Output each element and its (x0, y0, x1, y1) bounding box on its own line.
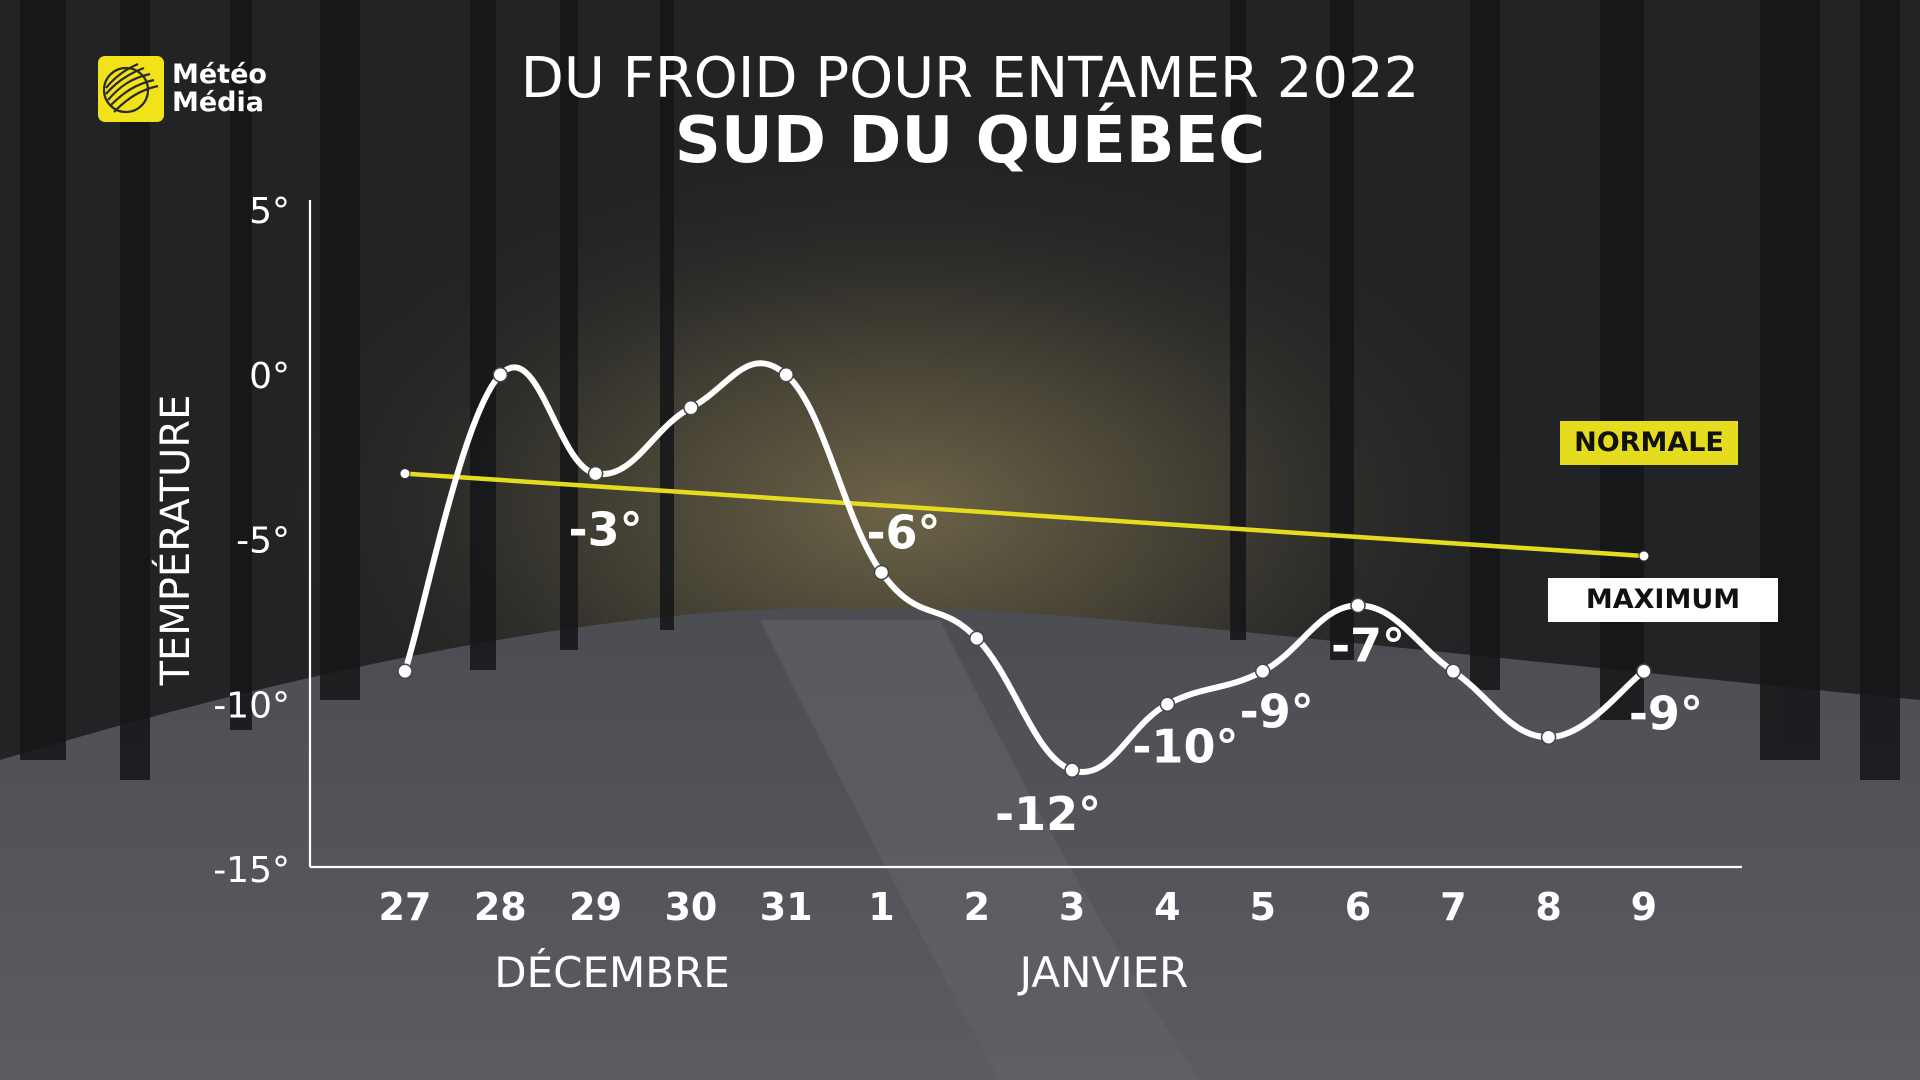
data-label: -9° (1240, 684, 1314, 738)
data-label: -6° (866, 505, 940, 559)
x-tick-labels: 27 28 29 30 31 1 2 3 4 5 6 7 8 9 (379, 885, 1658, 929)
y-tick-label: 0° (249, 356, 290, 397)
maximum-point (1540, 729, 1557, 745)
data-label: -3° (569, 503, 643, 557)
chart-axes (308, 200, 1742, 869)
x-tick-label: 5 (1249, 885, 1275, 929)
x-tick-label: 7 (1440, 885, 1466, 929)
data-label: -7° (1331, 618, 1405, 672)
y-axis-label: TEMPÉRATURE (153, 394, 199, 686)
x-tick-label: 2 (964, 885, 990, 929)
data-label: -9° (1629, 686, 1703, 740)
x-tick-label: 31 (760, 885, 813, 929)
data-label: -12° (995, 787, 1101, 841)
month-label-january: JANVIER (1019, 948, 1189, 997)
x-tick-label: 30 (664, 885, 717, 929)
y-tick-label: 5° (249, 191, 290, 232)
normale-point (399, 468, 411, 480)
logo-text: Météo Média (172, 61, 267, 117)
maximum-point (1445, 663, 1462, 680)
x-tick-label: 27 (379, 885, 432, 929)
maximum-point (969, 630, 985, 647)
normale-series (399, 468, 1650, 562)
x-tick-label: 6 (1345, 885, 1371, 929)
x-tick-label: 9 (1631, 885, 1657, 929)
x-tick-label: 8 (1535, 885, 1561, 929)
y-tick-label: -5° (236, 521, 290, 562)
legend-normale: NORMALE (1560, 421, 1738, 465)
maximum-point (683, 399, 699, 416)
y-tick-label: -10° (213, 685, 290, 726)
maximum-point (778, 367, 794, 383)
maximum-point (1636, 663, 1652, 680)
chart-subtitle: SUD DU QUÉBEC (674, 104, 1266, 178)
maximum-point (587, 465, 604, 482)
maximum-series (397, 360, 1652, 778)
maximum-point (873, 564, 890, 581)
meteomedia-logo: Météo Média (98, 56, 267, 122)
x-tick-label: 29 (569, 885, 622, 929)
maximum-point (1064, 762, 1080, 778)
logo-line1: Météo (172, 59, 267, 90)
data-labels: -3° -6°-12°-10°-9°-7°-9° (569, 503, 1703, 842)
x-tick-label: 28 (474, 885, 527, 929)
legend-maximum: MAXIMUM (1548, 578, 1778, 622)
x-tick-label: 1 (868, 885, 894, 929)
month-label-december: DÉCEMBRE (494, 948, 730, 997)
logo-line2: Média (172, 87, 264, 118)
normale-point (1638, 550, 1650, 562)
maximum-line (402, 360, 1647, 775)
normale-line (404, 471, 1645, 559)
y-tick-labels: -15° -10° -5° 0° 5° (213, 191, 290, 891)
x-tick-label: 3 (1059, 885, 1085, 929)
y-tick-label: -15° (213, 850, 290, 891)
maximum-point (1254, 663, 1271, 680)
globe-icon (98, 56, 164, 122)
data-label: -10° (1132, 719, 1238, 773)
maximum-point (1350, 597, 1366, 614)
chart-title: DU FROID POUR ENTAMER 2022 (520, 46, 1420, 111)
maximum-point (492, 367, 509, 383)
maximum-point (397, 663, 413, 680)
x-tick-label: 4 (1154, 885, 1180, 929)
maximum-point (1159, 696, 1176, 712)
